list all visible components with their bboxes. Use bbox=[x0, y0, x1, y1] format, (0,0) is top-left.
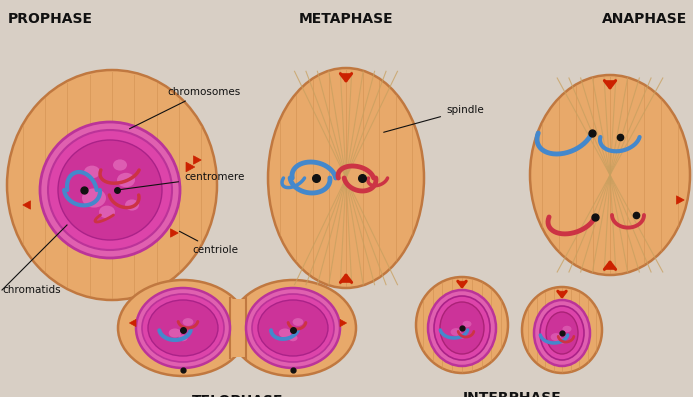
Ellipse shape bbox=[113, 160, 127, 171]
Polygon shape bbox=[676, 196, 684, 204]
Ellipse shape bbox=[246, 288, 340, 368]
Text: chromosomes: chromosomes bbox=[130, 87, 240, 129]
Polygon shape bbox=[193, 156, 201, 164]
Ellipse shape bbox=[292, 318, 304, 326]
Ellipse shape bbox=[7, 70, 217, 300]
Ellipse shape bbox=[125, 199, 139, 210]
Ellipse shape bbox=[148, 300, 218, 356]
Ellipse shape bbox=[142, 294, 224, 362]
Ellipse shape bbox=[48, 130, 172, 250]
Polygon shape bbox=[170, 229, 178, 237]
Ellipse shape bbox=[522, 287, 602, 373]
Text: METAPHASE: METAPHASE bbox=[299, 12, 394, 26]
Text: ANAPHASE: ANAPHASE bbox=[602, 12, 687, 26]
Ellipse shape bbox=[268, 68, 424, 288]
Ellipse shape bbox=[540, 306, 584, 360]
Ellipse shape bbox=[58, 140, 162, 240]
Polygon shape bbox=[186, 162, 195, 172]
Ellipse shape bbox=[288, 335, 297, 341]
Text: INTERPHASE: INTERPHASE bbox=[463, 391, 561, 397]
Ellipse shape bbox=[118, 280, 248, 376]
Ellipse shape bbox=[182, 318, 193, 326]
Polygon shape bbox=[558, 291, 566, 297]
Ellipse shape bbox=[462, 321, 471, 327]
Polygon shape bbox=[340, 73, 351, 81]
Ellipse shape bbox=[563, 326, 572, 332]
Ellipse shape bbox=[279, 328, 291, 337]
Ellipse shape bbox=[428, 290, 496, 366]
Text: chromatids: chromatids bbox=[2, 285, 60, 295]
Ellipse shape bbox=[136, 288, 230, 368]
Polygon shape bbox=[604, 81, 615, 88]
Ellipse shape bbox=[252, 294, 334, 362]
Text: spindle: spindle bbox=[384, 105, 484, 132]
Ellipse shape bbox=[99, 206, 115, 218]
Text: centromere: centromere bbox=[120, 172, 245, 190]
Ellipse shape bbox=[117, 173, 135, 187]
Polygon shape bbox=[458, 281, 466, 287]
Text: PROPHASE: PROPHASE bbox=[8, 12, 93, 26]
Ellipse shape bbox=[84, 166, 100, 178]
Ellipse shape bbox=[559, 338, 565, 343]
Ellipse shape bbox=[551, 333, 561, 341]
Ellipse shape bbox=[40, 122, 180, 258]
Ellipse shape bbox=[179, 335, 188, 341]
Ellipse shape bbox=[450, 328, 462, 336]
Text: centriole: centriole bbox=[179, 231, 238, 255]
Polygon shape bbox=[604, 262, 615, 270]
Ellipse shape bbox=[258, 300, 328, 356]
Ellipse shape bbox=[546, 312, 578, 354]
Text: TELOPHASE: TELOPHASE bbox=[192, 394, 283, 397]
Ellipse shape bbox=[82, 189, 106, 208]
Ellipse shape bbox=[168, 328, 182, 337]
Bar bbox=[230, 299, 246, 357]
Polygon shape bbox=[340, 275, 351, 282]
Ellipse shape bbox=[534, 300, 590, 366]
Ellipse shape bbox=[434, 296, 490, 360]
Ellipse shape bbox=[416, 277, 508, 373]
Polygon shape bbox=[130, 320, 136, 327]
Ellipse shape bbox=[530, 75, 690, 275]
Ellipse shape bbox=[458, 333, 466, 339]
Ellipse shape bbox=[440, 302, 484, 354]
Polygon shape bbox=[23, 201, 30, 209]
Polygon shape bbox=[340, 320, 346, 327]
Ellipse shape bbox=[230, 280, 356, 376]
